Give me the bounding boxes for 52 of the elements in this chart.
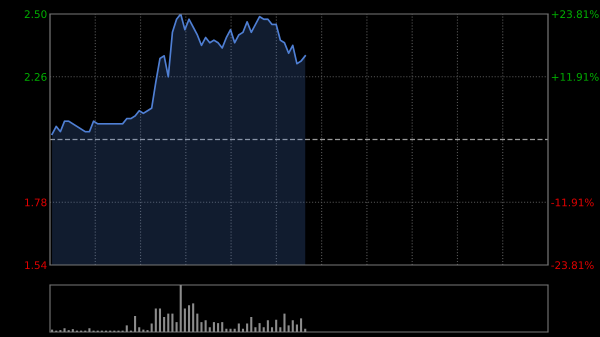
bar <box>262 327 265 332</box>
y2-tick-label: +11.91% <box>552 72 599 81</box>
bar <box>134 316 136 332</box>
bar <box>154 308 157 332</box>
y-tick-label: 1.54 <box>25 261 47 270</box>
bar <box>72 329 74 332</box>
bar <box>88 328 90 332</box>
bar <box>258 323 261 332</box>
bar <box>229 328 232 332</box>
bar <box>304 328 306 332</box>
bar <box>238 324 240 332</box>
bar <box>180 285 182 332</box>
y2-tick-label: -11.91% <box>551 198 594 206</box>
bar <box>192 303 194 332</box>
y2-tick-label: -23.81% <box>551 261 594 270</box>
bar <box>254 327 256 332</box>
bar <box>150 324 153 332</box>
bar <box>279 327 282 332</box>
bar <box>246 324 248 332</box>
bar <box>167 314 170 332</box>
bar <box>225 328 228 332</box>
bar <box>200 322 203 332</box>
bar <box>208 327 211 332</box>
bar <box>221 322 224 332</box>
bar <box>188 305 190 332</box>
y-tick-label: 2.50 <box>24 10 47 18</box>
bar <box>266 320 269 332</box>
bar <box>234 328 236 332</box>
bar <box>158 308 162 332</box>
y-tick-label: 1.78 <box>25 198 47 206</box>
bar <box>196 314 198 332</box>
bar <box>126 325 128 332</box>
bar <box>163 316 166 332</box>
bar <box>138 327 140 332</box>
bar <box>288 325 290 332</box>
bar <box>184 308 186 332</box>
y-tick-label: 2.26 <box>24 72 47 81</box>
bar <box>176 322 178 332</box>
bar <box>283 314 286 332</box>
y2-tick-label: +23.81% <box>552 10 599 18</box>
bar <box>250 316 252 332</box>
bar <box>270 327 274 332</box>
bar <box>292 320 294 332</box>
bar <box>296 324 298 332</box>
bar <box>171 314 174 332</box>
bar <box>204 320 207 332</box>
bar <box>63 328 66 332</box>
bar <box>242 328 244 332</box>
bar <box>300 318 302 332</box>
bar <box>217 323 220 332</box>
bar <box>275 320 278 332</box>
bar <box>212 322 215 332</box>
